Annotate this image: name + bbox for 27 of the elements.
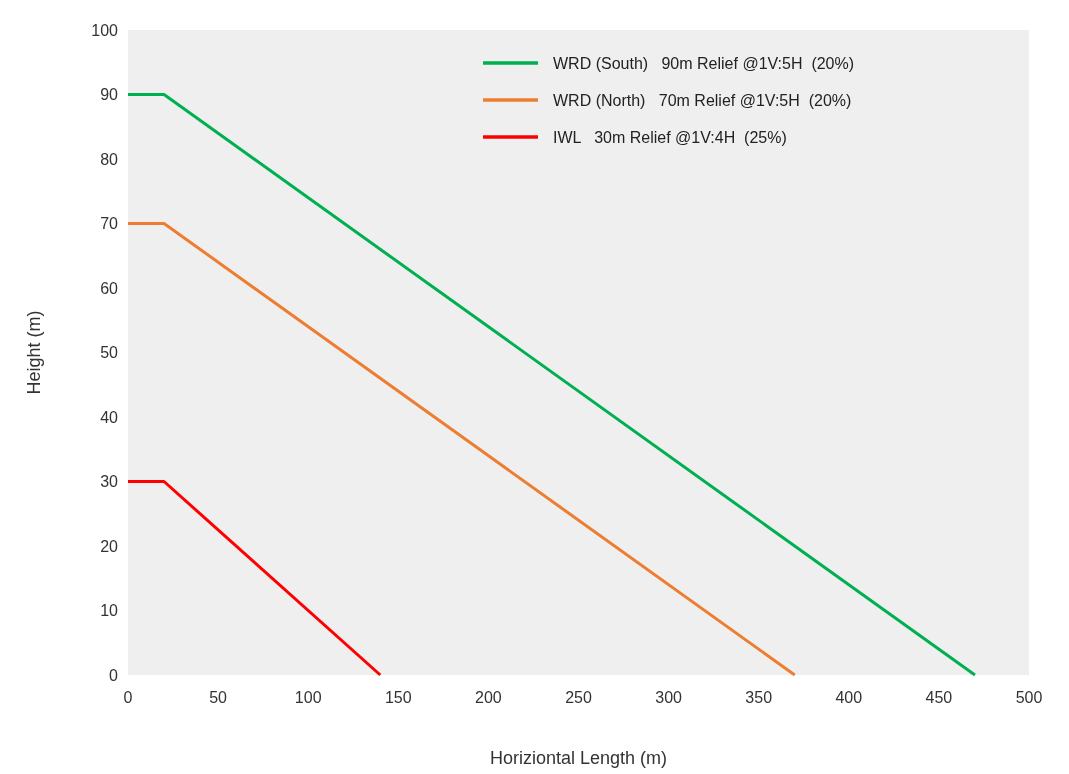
y-tick-label: 50 [100, 344, 119, 362]
y-tick-label: 100 [91, 21, 119, 39]
y-tick-label: 10 [100, 602, 119, 620]
x-tick-label: 400 [835, 689, 863, 706]
legend-label: WRD (North) 70m Relief @1V:5H (20%) [553, 91, 852, 109]
x-tick-label: 0 [123, 689, 133, 706]
x-tick-label: 450 [925, 689, 953, 706]
y-tick-label: 40 [100, 408, 119, 426]
x-tick-label: 200 [475, 689, 502, 706]
x-tick-label: 50 [209, 689, 228, 706]
y-axis-title: Height (m) [24, 310, 44, 395]
legend-label: WRD (South) 90m Relief @1V:5H (20%) [553, 54, 855, 72]
x-tick-label: 150 [384, 689, 412, 706]
y-tick-label: 30 [100, 473, 119, 491]
y-tick-label: 90 [100, 86, 119, 104]
y-tick-label: 80 [100, 150, 119, 168]
y-tick-label: 60 [100, 279, 119, 297]
x-tick-label: 500 [1015, 689, 1043, 706]
y-tick-label: 20 [100, 537, 119, 555]
y-tick-label: 0 [109, 666, 119, 684]
y-tick-label: 70 [100, 215, 119, 233]
x-tick-label: 300 [655, 689, 683, 706]
x-tick-label: 100 [294, 689, 322, 706]
legend-label: IWL 30m Relief @1V:4H (25%) [553, 128, 787, 146]
x-tick-label: 250 [565, 689, 592, 706]
x-tick-label: 350 [745, 689, 773, 706]
x-axis-title: Horiziontal Length (m) [489, 748, 668, 768]
